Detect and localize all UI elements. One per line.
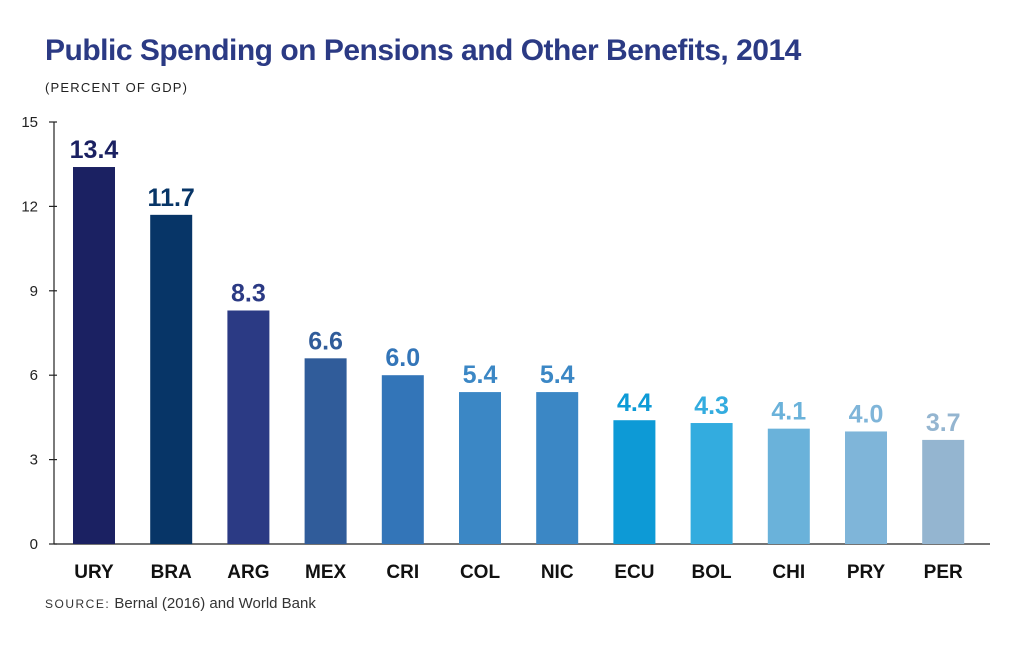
value-label-bol: 4.3 (694, 392, 729, 420)
y-tick-label: 9 (30, 283, 38, 300)
bar-ury (73, 167, 115, 544)
source-label: SOURCE: (45, 597, 111, 611)
value-label-mex: 6.6 (308, 327, 343, 355)
bar-col (459, 392, 501, 544)
category-label-arg: ARG (227, 562, 269, 583)
category-label-bra: BRA (151, 562, 192, 583)
category-label-chi: CHI (772, 562, 805, 583)
value-label-cri: 6.0 (385, 344, 420, 372)
bar-cri (381, 375, 424, 544)
category-label-cri: CRI (386, 562, 419, 583)
source-text: Bernal (2016) and World Bank (114, 595, 316, 612)
y-tick-label: 6 (30, 367, 38, 384)
chart-labels: 13.4 URY 11.7 BRA 8.3 ARG 6.6 MEX 6.0 CRI 5.4 COL 5.… (70, 136, 963, 583)
y-tick-label: 12 (21, 198, 38, 215)
bar-pry (845, 431, 887, 544)
bar-per (922, 439, 965, 544)
category-label-ecu: ECU (614, 562, 654, 583)
bar-mex (304, 358, 347, 544)
chart-title: Public Spending on Pensions and Other Be… (45, 34, 801, 67)
category-label-nic: NIC (541, 562, 574, 583)
value-label-nic: 5.4 (540, 361, 575, 389)
chart-subtitle: (PERCENT OF GDP) (45, 80, 189, 95)
y-tick-label: 0 (30, 536, 38, 553)
category-label-per: PER (924, 562, 963, 583)
source-note: SOURCE: Bernal (2016) and World Bank (45, 595, 316, 612)
y-tick-label: 15 (21, 114, 38, 131)
chart-axes: 0 3 6 9 12 15 (21, 114, 990, 553)
category-label-pry: PRY (847, 562, 886, 583)
value-label-pry: 4.0 (849, 400, 884, 428)
category-label-col: COL (460, 562, 501, 583)
category-label-bol: BOL (692, 562, 733, 583)
value-label-ury: 13.4 (70, 136, 119, 164)
bar-arg (227, 310, 270, 544)
bar-nic (536, 392, 579, 544)
value-label-arg: 8.3 (231, 279, 266, 307)
value-label-chi: 4.1 (771, 398, 806, 426)
y-tick-label: 3 (30, 452, 38, 469)
bar-bra (150, 214, 193, 544)
value-label-per: 3.7 (926, 409, 961, 437)
value-label-bra: 11.7 (148, 184, 195, 212)
category-label-mex: MEX (305, 562, 347, 583)
chart-bars (73, 167, 965, 544)
bar-ecu (613, 420, 656, 544)
value-label-col: 5.4 (463, 361, 498, 389)
bar-bol (690, 423, 733, 544)
value-label-ecu: 4.4 (617, 389, 652, 417)
bar-chi (767, 428, 810, 544)
category-label-ury: URY (74, 562, 114, 583)
